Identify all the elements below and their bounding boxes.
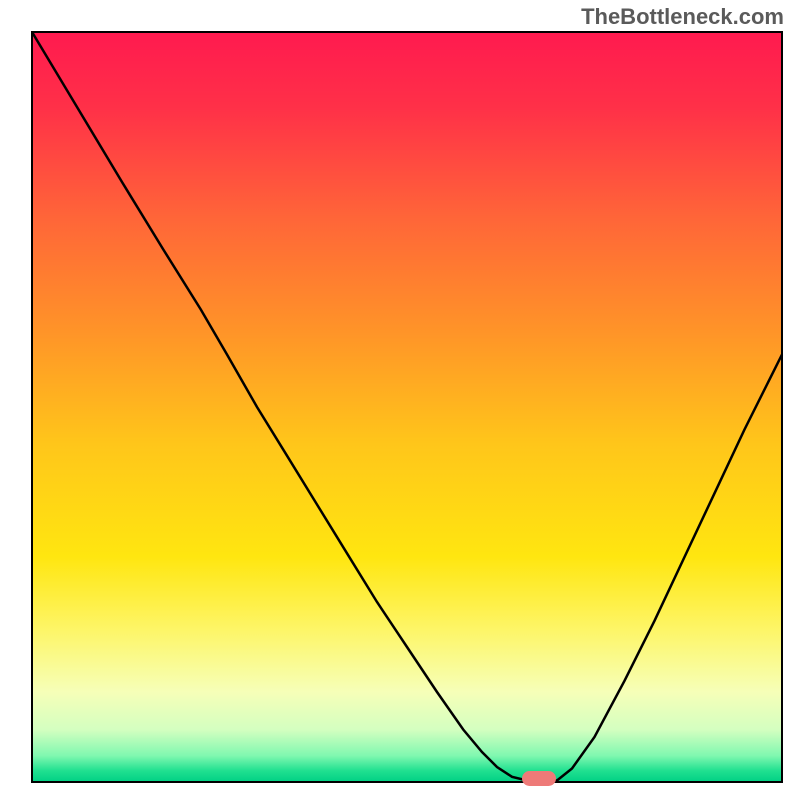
chart-frame — [32, 32, 782, 782]
bottleneck-chart: TheBottleneck.com — [0, 0, 800, 800]
bottleneck-curve — [32, 32, 782, 781]
optimal-point-marker — [522, 771, 556, 786]
watermark-text: TheBottleneck.com — [581, 4, 784, 30]
chart-svg — [0, 0, 800, 800]
